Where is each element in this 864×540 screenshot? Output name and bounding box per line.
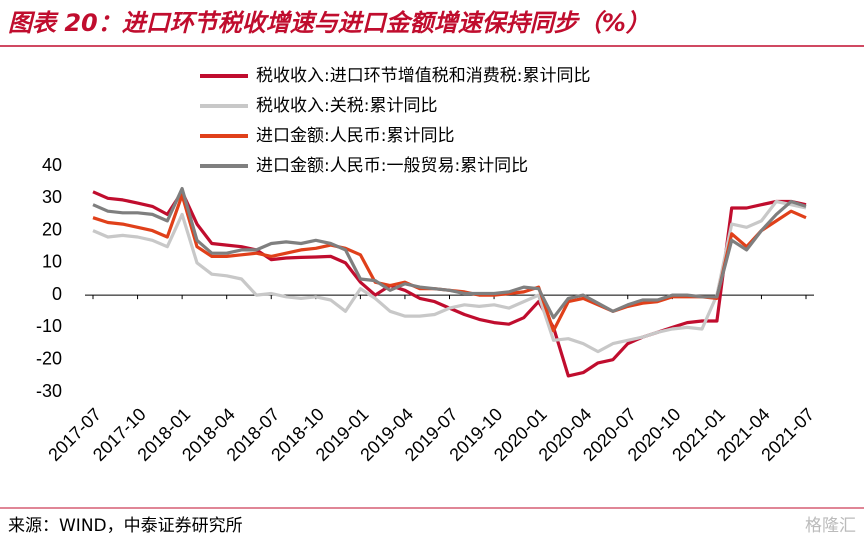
legend-label: 进口金额:人民币:一般贸易:累计同比 <box>256 156 528 176</box>
series-line <box>92 190 807 378</box>
legend-label: 进口金额:人民币:累计同比 <box>256 126 454 146</box>
legend-label: 税收收入:关税:累计同比 <box>256 96 437 116</box>
series-line <box>92 199 807 354</box>
y-tick-label: -20 <box>36 348 62 368</box>
y-tick-label: 40 <box>42 155 62 175</box>
y-tick-label: -10 <box>36 316 62 336</box>
watermark: 格隆汇 <box>805 516 856 536</box>
y-tick-label: 10 <box>42 252 62 272</box>
y-tick-label: -30 <box>36 381 62 401</box>
chart-title: 图表 20：进口环节税收增速与进口金额增速保持同步（%） <box>8 9 650 37</box>
series-line <box>92 193 807 333</box>
y-tick-label: 0 <box>52 284 62 304</box>
y-tick-label: 30 <box>42 187 62 207</box>
y-tick-label: 20 <box>42 219 62 239</box>
source: 来源：WIND，中泰证券研究所 <box>8 516 243 536</box>
series-line <box>92 187 807 320</box>
legend-label: 税收收入:进口环节增值税和消费税:累计同比 <box>256 66 590 86</box>
